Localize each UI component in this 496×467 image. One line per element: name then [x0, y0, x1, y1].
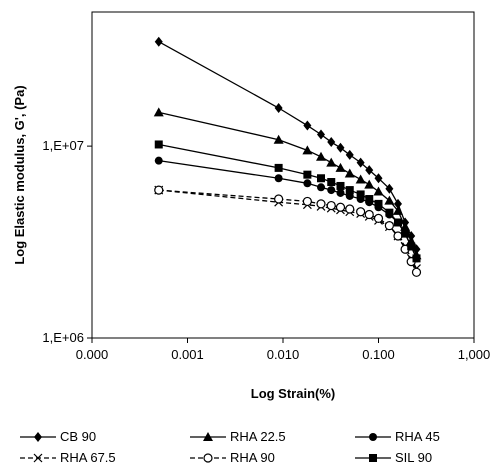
- legend-item: CB 90: [20, 429, 96, 444]
- legend-label: CB 90: [60, 429, 96, 444]
- data-point: [385, 208, 394, 217]
- data-point: [356, 157, 365, 168]
- data-point: [384, 221, 394, 231]
- legend-label: RHA 45: [395, 429, 440, 444]
- data-point: [345, 149, 354, 160]
- data-point: [384, 195, 395, 205]
- data-point: [316, 151, 327, 161]
- data-point: [274, 103, 283, 114]
- data-point: [302, 196, 312, 207]
- legend-marker: [33, 453, 43, 463]
- data-point: [364, 209, 374, 220]
- data-point: [303, 120, 312, 131]
- data-point: [365, 195, 374, 204]
- data-point: [374, 199, 383, 208]
- data-point: [356, 207, 366, 217]
- legend-item: RHA 45: [355, 429, 440, 444]
- x-tick-label: 0.000: [76, 347, 109, 362]
- series-cb-90: [154, 36, 421, 255]
- y-tick-label: 1,E+06: [42, 330, 84, 345]
- data-point: [317, 183, 326, 192]
- data-point: [393, 198, 402, 209]
- data-point: [316, 199, 326, 209]
- data-point: [154, 185, 164, 195]
- legend-marker: [203, 432, 213, 441]
- legend-label: RHA 67.5: [60, 450, 116, 465]
- data-point: [393, 218, 402, 227]
- data-point: [303, 170, 312, 179]
- series-sil-90: [154, 140, 421, 263]
- data-point: [335, 202, 346, 212]
- data-point: [345, 204, 355, 214]
- data-point: [355, 174, 366, 184]
- legend-label: RHA 90: [230, 450, 275, 465]
- data-point: [154, 36, 163, 47]
- data-point: [274, 174, 283, 183]
- legend-item: SIL 90: [355, 450, 432, 465]
- data-point: [364, 179, 375, 189]
- data-point: [154, 140, 163, 149]
- data-point: [385, 183, 394, 194]
- data-point: [327, 137, 336, 148]
- data-point: [412, 254, 421, 263]
- data-point: [365, 165, 374, 176]
- y-tick-label: 1,E+07: [42, 138, 84, 153]
- data-point: [401, 229, 410, 238]
- legend-marker: [203, 453, 213, 463]
- x-tick-label: 0.010: [267, 347, 300, 362]
- y-axis-title: Log Elastic modulus, G', (Pa): [12, 85, 27, 264]
- data-point: [344, 168, 355, 178]
- legend-marker: [34, 432, 42, 442]
- data-point: [274, 163, 283, 172]
- data-point: [373, 213, 384, 224]
- data-point: [153, 107, 164, 117]
- data-point: [407, 242, 416, 251]
- data-point: [392, 205, 403, 215]
- data-point: [317, 174, 326, 183]
- data-point: [393, 231, 403, 241]
- x-tick-label: 1,000: [458, 347, 491, 362]
- series-rha-67-5: [154, 185, 421, 274]
- x-tick-label: 0.001: [171, 347, 204, 362]
- data-point: [302, 145, 313, 155]
- data-point: [326, 157, 337, 167]
- data-point: [345, 186, 354, 195]
- data-point: [303, 179, 312, 188]
- series-rha-22-5: [153, 107, 422, 260]
- legend-item: RHA 22.5: [190, 429, 286, 444]
- data-point: [407, 231, 416, 242]
- series-line: [158, 111, 418, 256]
- data-point: [317, 129, 326, 140]
- plot-frame: [91, 11, 475, 339]
- legend-marker: [369, 433, 377, 441]
- data-point: [336, 188, 345, 197]
- data-point: [327, 186, 336, 195]
- data-point: [356, 190, 365, 199]
- data-point: [336, 181, 345, 190]
- legend-item: RHA 90: [190, 450, 275, 465]
- data-point: [273, 134, 284, 144]
- series-rha-45: [154, 156, 421, 263]
- data-point: [274, 194, 284, 204]
- data-point: [335, 162, 346, 172]
- data-point: [374, 173, 383, 184]
- legend-label: SIL 90: [395, 450, 432, 465]
- data-point: [411, 267, 422, 277]
- data-point: [327, 178, 336, 187]
- data-point: [336, 142, 345, 153]
- legend-label: RHA 22.5: [230, 429, 286, 444]
- x-axis-title: Log Strain(%): [251, 386, 336, 401]
- data-point: [373, 186, 384, 196]
- series-rha-90: [154, 185, 422, 277]
- x-tick-label: 0.100: [362, 347, 395, 362]
- legend-marker: [369, 454, 377, 462]
- data-point: [154, 156, 163, 165]
- data-point: [326, 200, 336, 211]
- legend-item: RHA 67.5: [20, 450, 116, 465]
